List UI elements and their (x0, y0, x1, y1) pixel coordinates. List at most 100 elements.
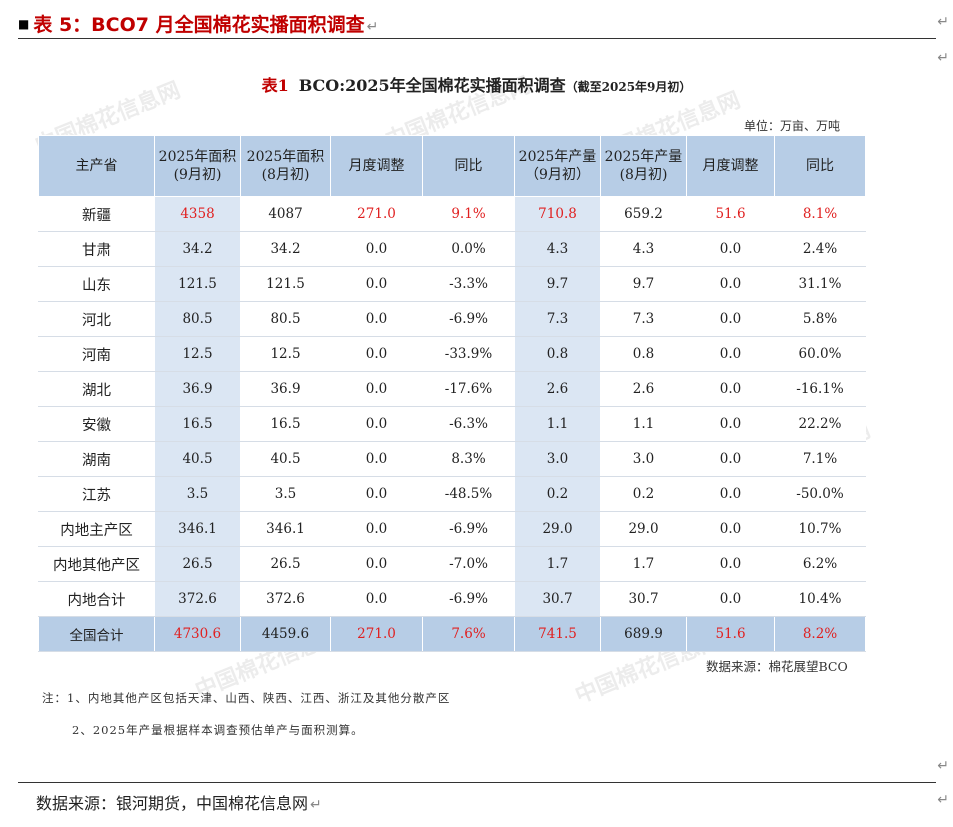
total-value-cell: 8.2% (774, 616, 866, 652)
total-value-cell: 689.9 (600, 616, 687, 652)
value-cell: -6.9% (422, 301, 515, 337)
return-mark-icon: ↵ (366, 19, 379, 35)
value-cell: 80.5 (154, 301, 241, 337)
province-cell: 内地其他产区 (38, 546, 155, 582)
column-header: 月度调整 (686, 135, 775, 197)
value-cell: 40.5 (154, 441, 241, 477)
total-label-cell: 全国合计 (38, 616, 155, 652)
value-cell: 8.3% (422, 441, 515, 477)
value-cell: 0.0 (330, 581, 423, 617)
value-cell: 0.0 (330, 231, 423, 267)
value-cell: 2.6 (600, 371, 687, 407)
province-cell: 江苏 (38, 476, 155, 512)
value-cell: -48.5% (422, 476, 515, 512)
table-label: 表1 (261, 76, 289, 95)
value-cell: 0.0 (330, 371, 423, 407)
value-cell: 10.7% (774, 511, 866, 547)
value-cell: 5.8% (774, 301, 866, 337)
value-cell: 9.1% (422, 196, 515, 232)
value-cell: 40.5 (240, 441, 331, 477)
value-cell: 7.3 (514, 301, 601, 337)
value-cell: 710.8 (514, 196, 601, 232)
province-cell: 甘肃 (38, 231, 155, 267)
value-cell: 1.1 (600, 406, 687, 442)
value-cell: 29.0 (514, 511, 601, 547)
table-row: 山东 121.5 121.5 0.0 -3.3% 9.7 9.7 0.0 31.1% (38, 266, 866, 302)
value-cell: 4358 (154, 196, 241, 232)
column-header: 2025年产量(8月初) (600, 135, 687, 197)
value-cell: 51.6 (686, 196, 775, 232)
table-row: 内地主产区 346.1 346.1 0.0 -6.9% 29.0 29.0 0.0 10.7% (38, 511, 866, 547)
province-cell: 河南 (38, 336, 155, 372)
return-mark-icon: ↵ (310, 797, 322, 813)
value-cell: 0.0 (330, 266, 423, 302)
section-title: ■ 表 5：BCO7 月全国棉花实播面积调查 ↵ (18, 10, 378, 37)
value-cell: 372.6 (154, 581, 241, 617)
value-cell: 0.2 (514, 476, 601, 512)
value-cell: 121.5 (154, 266, 241, 302)
value-cell: 3.5 (154, 476, 241, 512)
value-cell: 372.6 (240, 581, 331, 617)
value-cell: 0.0 (686, 406, 775, 442)
value-cell: 0.0 (330, 476, 423, 512)
value-cell: 0.8 (600, 336, 687, 372)
value-cell: 121.5 (240, 266, 331, 302)
value-cell: 0.0 (686, 266, 775, 302)
column-header: 月度调整 (330, 135, 423, 197)
value-cell: -17.6% (422, 371, 515, 407)
value-cell: 30.7 (600, 581, 687, 617)
value-cell: 34.2 (240, 231, 331, 267)
value-cell: 1.7 (600, 546, 687, 582)
value-cell: 0.0 (686, 336, 775, 372)
value-cell: 0.0 (686, 546, 775, 582)
value-cell: 2.4% (774, 231, 866, 267)
value-cell: 3.0 (514, 441, 601, 477)
value-cell: 0.0 (330, 336, 423, 372)
column-header: 2025年产量（9月初） (514, 135, 601, 197)
value-cell: 6.2% (774, 546, 866, 582)
value-cell: 26.5 (240, 546, 331, 582)
footnote-1: 注：1、内地其他产区包括天津、山西、陕西、江西、浙江及其他分散产区 (42, 691, 451, 705)
value-cell: 0.0 (686, 581, 775, 617)
province-cell: 新疆 (38, 196, 155, 232)
value-cell: -6.9% (422, 511, 515, 547)
value-cell: 3.0 (600, 441, 687, 477)
total-value-cell: 7.6% (422, 616, 515, 652)
table-row: 河南 12.5 12.5 0.0 -33.9% 0.8 0.8 0.0 60.0% (38, 336, 866, 372)
province-cell: 内地合计 (38, 581, 155, 617)
province-cell: 安徽 (38, 406, 155, 442)
footer-text: 数据来源：银河期货，中国棉花信息网 (36, 794, 309, 813)
value-cell: 2.6 (514, 371, 601, 407)
value-cell: 0.8 (514, 336, 601, 372)
value-cell: -6.3% (422, 406, 515, 442)
value-cell: 1.1 (514, 406, 601, 442)
value-cell: 0.0 (330, 511, 423, 547)
value-cell: 36.9 (154, 371, 241, 407)
value-cell: 0.2 (600, 476, 687, 512)
table-title-note: （截至2025年9月初） (565, 80, 692, 94)
value-cell: 8.1% (774, 196, 866, 232)
value-cell: 7.1% (774, 441, 866, 477)
value-cell: -50.0% (774, 476, 866, 512)
value-cell: -7.0% (422, 546, 515, 582)
column-header: 同比 (774, 135, 866, 197)
value-cell: 29.0 (600, 511, 687, 547)
total-row: 全国合计 4730.6 4459.6 271.0 7.6% 741.5 689.9 51.6 8… (38, 616, 866, 652)
value-cell: 10.4% (774, 581, 866, 617)
total-value-cell: 4459.6 (240, 616, 331, 652)
total-value-cell: 51.6 (686, 616, 775, 652)
table-source: 数据来源：棉花展望BCO (706, 659, 848, 674)
section-title-text: 表 5：BCO7 月全国棉花实播面积调查 (33, 14, 365, 36)
province-cell: 湖北 (38, 371, 155, 407)
value-cell: -16.1% (774, 371, 866, 407)
value-cell: 22.2% (774, 406, 866, 442)
value-cell: 271.0 (330, 196, 423, 232)
return-mark-icon: ↵ (937, 50, 949, 66)
value-cell: 0.0 (330, 406, 423, 442)
table-title-main: BCO:2025年全国棉花实播面积调查 (298, 76, 566, 95)
province-cell: 山东 (38, 266, 155, 302)
table-row: 新疆 4358 4087 271.0 9.1% 710.8 659.2 51.6 8.1% (38, 196, 866, 232)
table-row: 安徽 16.5 16.5 0.0 -6.3% 1.1 1.1 0.0 22.2% (38, 406, 866, 442)
total-value-cell: 741.5 (514, 616, 601, 652)
value-cell: -3.3% (422, 266, 515, 302)
